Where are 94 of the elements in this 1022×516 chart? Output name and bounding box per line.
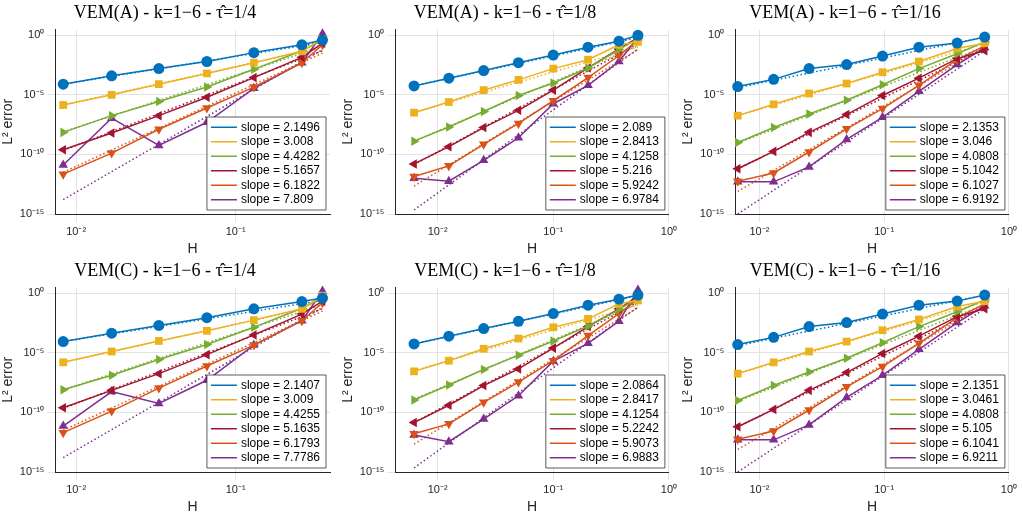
y-axis-title: L² error [0,98,16,145]
y-tick-label: 10⁰ [28,28,45,41]
x-tick-label: 10⁻¹ [543,482,564,495]
legend-label: slope = 6.9883 [579,450,660,465]
y-tick-label: 10⁻¹⁵ [19,465,45,478]
legend-label: slope = 2.1496 [240,119,321,134]
y-tick-label: 10⁻⁵ [703,87,725,100]
x-tick-label: 10⁻¹ [543,224,564,237]
y-tick-label: 10⁻¹⁵ [19,207,45,220]
legend-label: slope = 5.216 [579,163,653,178]
x-tick-label: 10⁻² [749,224,770,237]
x-tick-label: 10⁰ [1000,482,1018,495]
y-tick-label: 10⁻⁵ [363,345,385,358]
legend-label: slope = 5.1657 [240,163,321,178]
legend-label: slope = 3.008 [240,134,314,149]
legend-label: slope = 2.089 [579,119,653,134]
y-tick-label: 10⁻⁵ [23,345,45,358]
legend-label: slope = 2.1351 [919,377,1000,392]
legend-label: slope = 6.9211 [919,450,999,465]
y-tick-label: 10⁻⁵ [363,87,385,100]
y-tick-label: 10⁻¹⁵ [699,207,725,220]
y-axis-title: L² error [679,356,696,403]
legend-label: slope = 3.009 [240,392,314,407]
x-tick-label: 10⁻¹ [225,224,246,237]
y-tick-label: 10⁻¹⁰ [700,147,725,160]
x-tick-label: 10⁻² [749,482,770,495]
legend-label: slope = 4.0808 [919,406,1000,421]
legend-label: slope = 6.9784 [579,192,660,207]
legend-label: slope = 5.105 [919,421,993,436]
legend-label: slope = 6.1041 [919,435,1000,450]
y-axis-title: L² error [339,356,356,403]
legend-label: slope = 4.4282 [240,148,321,163]
x-axis-title: H [867,240,878,257]
chart-title: VEM(A) - k=1−6 - τ̂=1/8 [413,1,597,23]
y-tick-label: 10⁻¹⁵ [699,465,725,478]
legend-label: slope = 6.1822 [240,177,321,192]
x-tick-label: 10⁻¹ [874,224,895,237]
legend-label: slope = 4.0808 [919,148,1000,163]
legend-label: slope = 4.1258 [579,148,660,163]
y-tick-label: 10⁰ [708,286,725,299]
y-tick-label: 10⁰ [28,286,45,299]
legend-label: slope = 2.8413 [579,134,660,149]
x-axis-title: H [867,498,878,515]
legend-label: slope = 2.1353 [919,119,1000,134]
chart-title: VEM(C) - k=1−6 - τ̂=1/4 [74,259,256,281]
y-tick-label: 10⁻⁵ [703,345,725,358]
x-tick-label: 10⁰ [660,224,678,237]
x-axis-title: H [527,498,538,515]
y-tick-label: 10⁻¹⁰ [20,405,45,418]
legend-label: slope = 7.7786 [240,450,321,465]
legend-label: slope = 7.809 [240,192,314,207]
legend-label: slope = 5.9242 [579,177,660,192]
y-tick-label: 10⁻¹⁰ [700,405,725,418]
x-axis-title: H [187,240,198,257]
y-tick-label: 10⁻¹⁵ [359,207,385,220]
x-tick-label: 10⁻² [66,224,87,237]
y-tick-label: 10⁻¹⁰ [360,147,385,160]
legend-label: slope = 5.1635 [240,421,321,436]
legend-label: slope = 2.0864 [579,377,660,392]
legend-label: slope = 6.1027 [919,177,1000,192]
chart-title: VEM(A) - k=1−6 - τ̂=1/16 [749,1,941,23]
x-tick-label: 10⁻² [427,224,448,237]
y-tick-label: 10⁻¹⁰ [20,147,45,160]
chart-title: VEM(C) - k=1−6 - τ̂=1/16 [749,259,941,281]
legend-label: slope = 2.1407 [240,377,321,392]
chart-title: VEM(A) - k=1−6 - τ̂=1/4 [73,1,257,23]
legend-label: slope = 2.8417 [579,392,660,407]
y-axis-title: L² error [0,356,16,403]
x-tick-label: 10⁰ [660,482,678,495]
x-tick-label: 10⁻² [427,482,448,495]
y-tick-label: 10⁰ [368,286,385,299]
chart-title: VEM(C) - k=1−6 - τ̂=1/8 [414,259,596,281]
legend-label: slope = 5.2242 [579,421,660,436]
x-tick-label: 10⁻¹ [874,482,895,495]
y-tick-label: 10⁰ [368,28,385,41]
y-axis-title: L² error [339,98,356,145]
legend-label: slope = 6.1793 [240,435,321,450]
y-tick-label: 10⁻¹⁵ [359,465,385,478]
legend-label: slope = 3.0461 [919,392,1000,407]
x-axis-title: H [187,498,198,515]
y-tick-label: 10⁻¹⁰ [360,405,385,418]
y-tick-label: 10⁻⁵ [23,87,45,100]
x-tick-label: 10⁻¹ [225,482,246,495]
y-tick-label: 10⁰ [708,28,725,41]
legend-label: slope = 6.9192 [919,192,1000,207]
legend-label: slope = 4.1254 [579,406,660,421]
legend-label: slope = 4.4255 [240,406,321,421]
legend-label: slope = 5.9073 [579,435,660,450]
legend-label: slope = 3.046 [919,134,993,149]
x-tick-label: 10⁰ [1000,224,1018,237]
y-axis-title: L² error [679,98,696,145]
x-tick-label: 10⁻² [66,482,87,495]
legend-label: slope = 5.1042 [919,163,1000,178]
x-axis-title: H [527,240,538,257]
